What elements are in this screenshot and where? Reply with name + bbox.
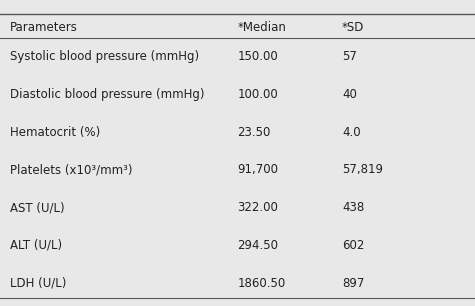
Text: 1860.50: 1860.50 bbox=[238, 277, 286, 289]
Text: Systolic blood pressure (mmHg): Systolic blood pressure (mmHg) bbox=[10, 50, 199, 63]
Text: *Median: *Median bbox=[238, 21, 286, 34]
Text: 57: 57 bbox=[342, 50, 357, 63]
Text: LDH (U/L): LDH (U/L) bbox=[10, 277, 66, 289]
Text: ALT (U/L): ALT (U/L) bbox=[10, 239, 62, 252]
Text: 100.00: 100.00 bbox=[238, 88, 278, 101]
Text: 40: 40 bbox=[342, 88, 357, 101]
Text: 897: 897 bbox=[342, 277, 364, 289]
Text: Diastolic blood pressure (mmHg): Diastolic blood pressure (mmHg) bbox=[10, 88, 204, 101]
Text: Platelets (x10³/mm³): Platelets (x10³/mm³) bbox=[10, 163, 132, 176]
Text: AST (U/L): AST (U/L) bbox=[10, 201, 64, 214]
Text: 23.50: 23.50 bbox=[238, 125, 271, 139]
Text: 4.0: 4.0 bbox=[342, 125, 361, 139]
Text: 91,700: 91,700 bbox=[238, 163, 278, 176]
Text: Hematocrit (%): Hematocrit (%) bbox=[10, 125, 100, 139]
Text: 322.00: 322.00 bbox=[238, 201, 278, 214]
Text: 150.00: 150.00 bbox=[238, 50, 278, 63]
Text: 602: 602 bbox=[342, 239, 364, 252]
Text: Parameters: Parameters bbox=[10, 21, 77, 34]
Text: 294.50: 294.50 bbox=[238, 239, 278, 252]
Text: 57,819: 57,819 bbox=[342, 163, 383, 176]
Text: 438: 438 bbox=[342, 201, 364, 214]
Text: *SD: *SD bbox=[342, 21, 364, 34]
